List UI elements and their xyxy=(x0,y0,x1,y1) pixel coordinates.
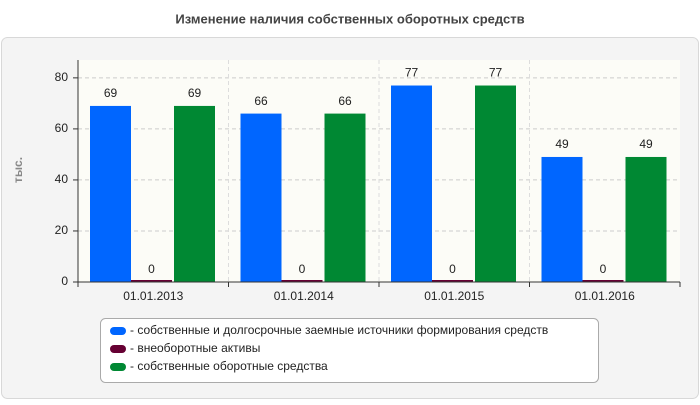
value-label: 66 xyxy=(254,94,268,108)
bar xyxy=(131,280,172,282)
y-tick-label: 0 xyxy=(61,274,68,288)
bar xyxy=(90,105,131,283)
bar xyxy=(625,156,667,282)
value-label: 69 xyxy=(188,86,202,100)
value-label: 0 xyxy=(299,262,306,276)
y-tick-label: 80 xyxy=(55,70,69,84)
plot-area xyxy=(78,60,680,282)
legend-swatch xyxy=(110,327,126,335)
bar xyxy=(240,113,282,282)
chart-title: Изменение наличия собственных оборотных … xyxy=(175,11,524,26)
value-label: 0 xyxy=(449,262,456,276)
bar xyxy=(391,85,432,282)
y-tick-label: 20 xyxy=(55,223,69,237)
legend-swatch xyxy=(110,363,126,371)
y-axis-label: тыс. xyxy=(11,157,25,183)
x-tick-label: 01.01.2016 xyxy=(575,289,635,303)
bar xyxy=(541,156,583,282)
value-label: 69 xyxy=(104,86,118,100)
legend-swatch xyxy=(110,345,126,353)
bar xyxy=(582,280,624,282)
bar xyxy=(281,280,323,282)
value-label: 77 xyxy=(489,66,503,80)
x-tick-label: 01.01.2013 xyxy=(123,289,183,303)
bar xyxy=(432,280,473,282)
value-label: 77 xyxy=(405,66,419,80)
y-tick-label: 60 xyxy=(55,121,69,135)
y-tick-label: 40 xyxy=(55,172,69,186)
value-label: 66 xyxy=(338,94,352,108)
bar xyxy=(475,85,516,282)
bar xyxy=(324,113,366,282)
x-tick-label: 01.01.2015 xyxy=(424,289,484,303)
x-tick-label: 01.01.2014 xyxy=(274,289,334,303)
legend xyxy=(100,318,599,383)
value-label: 49 xyxy=(639,137,653,151)
value-label: 49 xyxy=(555,137,569,151)
legend-label: - собственные и долгосрочные заемные ист… xyxy=(130,323,548,337)
value-label: 0 xyxy=(148,262,155,276)
legend-label: - собственные оборотные средства xyxy=(130,359,328,373)
value-label: 0 xyxy=(600,262,607,276)
bar xyxy=(174,105,215,283)
legend-label: - внеоборотные активы xyxy=(130,341,260,355)
